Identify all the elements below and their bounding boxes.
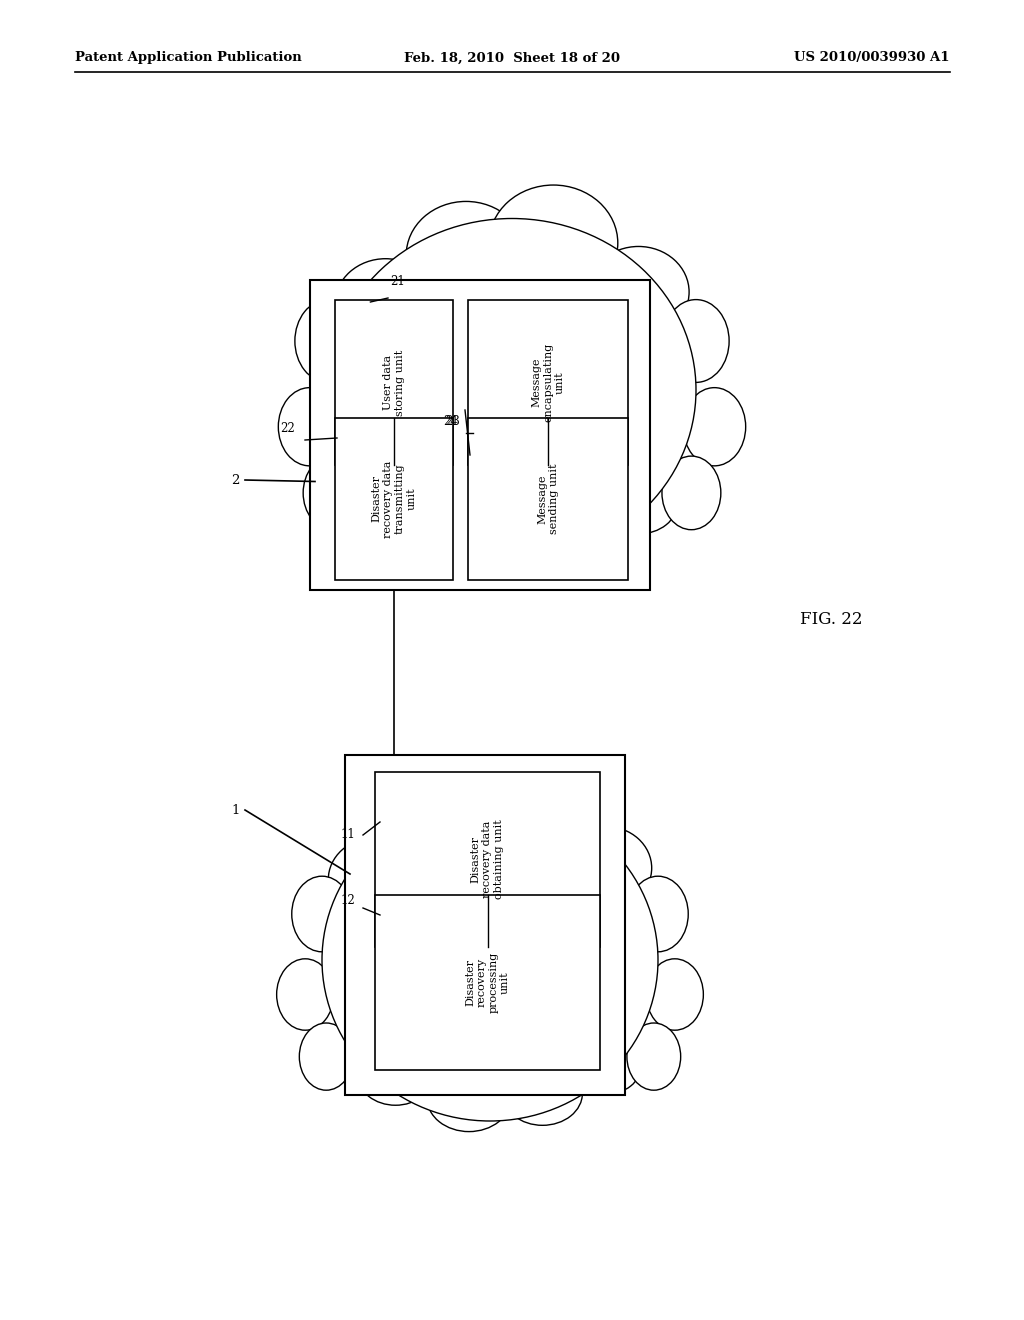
Ellipse shape <box>357 1044 433 1105</box>
Text: 24: 24 <box>443 414 458 428</box>
Text: 11: 11 <box>340 829 355 842</box>
Ellipse shape <box>628 876 688 952</box>
Bar <box>468 300 628 465</box>
Text: Message
sending unit: Message sending unit <box>538 463 559 535</box>
Ellipse shape <box>322 799 658 1121</box>
Bar <box>310 280 650 590</box>
Ellipse shape <box>335 259 436 350</box>
Text: 21: 21 <box>390 275 404 288</box>
Ellipse shape <box>627 1023 681 1090</box>
Text: Disaster
recovery data
obtaining unit: Disaster recovery data obtaining unit <box>471 820 504 899</box>
Ellipse shape <box>393 784 503 883</box>
Text: 1: 1 <box>231 804 240 817</box>
Ellipse shape <box>443 500 535 574</box>
Ellipse shape <box>588 247 689 338</box>
Ellipse shape <box>599 471 678 535</box>
Ellipse shape <box>292 876 352 952</box>
Ellipse shape <box>559 826 651 909</box>
Ellipse shape <box>569 1038 641 1094</box>
Ellipse shape <box>663 300 729 383</box>
Ellipse shape <box>489 185 617 301</box>
Ellipse shape <box>276 958 334 1030</box>
Bar <box>335 418 453 579</box>
Ellipse shape <box>525 498 613 568</box>
Bar <box>375 895 600 1071</box>
Ellipse shape <box>303 457 362 529</box>
Ellipse shape <box>299 1023 353 1090</box>
Ellipse shape <box>662 457 721 529</box>
Text: Disaster
recovery data
transmitting
unit: Disaster recovery data transmitting unit <box>372 461 417 537</box>
Text: 22: 22 <box>281 422 295 436</box>
Text: 2: 2 <box>231 474 240 487</box>
Text: Patent Application Publication: Patent Application Publication <box>75 51 302 65</box>
Ellipse shape <box>646 958 703 1030</box>
Ellipse shape <box>367 479 450 545</box>
Ellipse shape <box>683 388 745 466</box>
Text: 23: 23 <box>445 414 460 428</box>
Ellipse shape <box>329 838 421 921</box>
Ellipse shape <box>328 219 696 561</box>
Bar <box>345 755 625 1096</box>
Bar <box>375 772 600 946</box>
Ellipse shape <box>503 1061 583 1126</box>
Ellipse shape <box>427 1064 511 1131</box>
Ellipse shape <box>407 202 525 309</box>
Ellipse shape <box>469 770 587 875</box>
Text: Feb. 18, 2010  Sheet 18 of 20: Feb. 18, 2010 Sheet 18 of 20 <box>404 51 620 65</box>
Ellipse shape <box>316 206 708 574</box>
Bar <box>335 300 453 465</box>
Text: User data
storing unit: User data storing unit <box>383 350 404 416</box>
Text: US 2010/0039930 A1: US 2010/0039930 A1 <box>795 51 950 65</box>
Bar <box>468 418 628 579</box>
Text: FIG. 22: FIG. 22 <box>800 611 862 628</box>
Ellipse shape <box>279 388 341 466</box>
Text: 12: 12 <box>340 894 355 907</box>
Ellipse shape <box>311 788 669 1133</box>
Ellipse shape <box>295 300 361 383</box>
Text: Message
encapsulating
unit: Message encapsulating unit <box>531 343 564 422</box>
Text: Disaster
recovery
processing
unit: Disaster recovery processing unit <box>465 952 510 1014</box>
